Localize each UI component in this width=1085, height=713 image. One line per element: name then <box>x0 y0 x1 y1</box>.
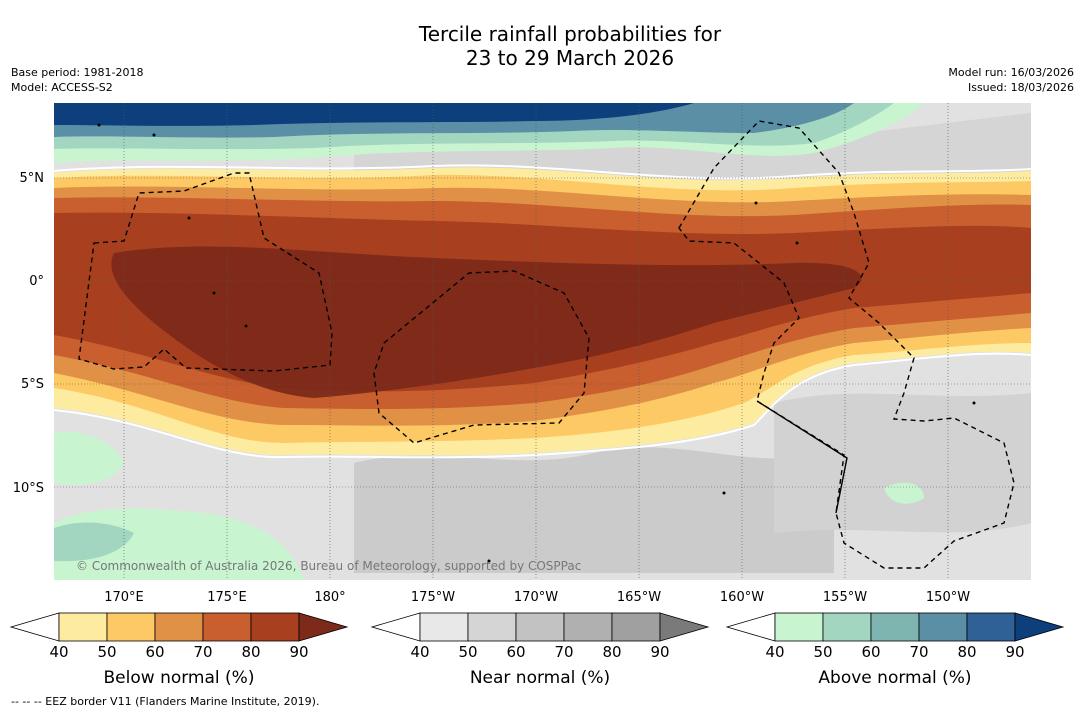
colorbar-segment <box>918 612 968 642</box>
colorbar-segment <box>515 612 565 642</box>
eez-borders <box>78 120 1015 569</box>
contour-line <box>54 352 1031 459</box>
lon-label-160w: 160°W <box>719 590 765 605</box>
cb0-tick-50: 50 <box>97 643 117 661</box>
island <box>212 291 216 295</box>
colorbar-segment <box>202 612 252 642</box>
island <box>972 401 976 405</box>
colorbar-segment <box>611 612 661 642</box>
contour-line <box>54 164 1031 180</box>
eez-border-kiribati-line-islands <box>678 120 1015 569</box>
cb1-tick-80: 80 <box>602 643 622 661</box>
cb1-tick-70: 70 <box>554 643 574 661</box>
island <box>754 201 758 205</box>
colorbar-above-normal <box>725 612 1065 642</box>
cb2-tick-60: 60 <box>861 643 881 661</box>
eez-footnote: -- -- -- EEZ border V11 (Flanders Marine… <box>11 695 320 708</box>
cb0-tick-90: 90 <box>289 643 309 661</box>
cb2-tick-90: 90 <box>1005 643 1025 661</box>
lon-label-175e: 175°E <box>207 590 247 605</box>
colorbar-segment <box>563 612 613 642</box>
colorbar-title-below-normal: Below normal (%) <box>103 668 255 688</box>
colorbar-segment <box>106 612 156 642</box>
cb2-tick-70: 70 <box>909 643 929 661</box>
island <box>187 216 191 220</box>
lon-label-150w: 150°W <box>925 590 971 605</box>
rainfall-probability-map <box>54 103 1031 580</box>
colorbar-segment <box>774 612 824 642</box>
cb1-tick-50: 50 <box>458 643 478 661</box>
lon-label-170e: 170°E <box>104 590 144 605</box>
cb0-tick-60: 60 <box>145 643 165 661</box>
island <box>244 324 248 328</box>
copyright-notice: © Commonwealth of Australia 2026, Bureau… <box>76 559 582 573</box>
colorbar-segment <box>966 612 1016 642</box>
colorbar-segment <box>154 612 204 642</box>
colorbar-over-arrow <box>659 612 710 642</box>
colorbar-segment <box>58 612 108 642</box>
islands <box>97 123 976 563</box>
colorbar-segment <box>467 612 517 642</box>
island <box>97 123 101 127</box>
lat-label-5n: 5°N <box>19 171 45 186</box>
cb1-tick-40: 40 <box>410 643 430 661</box>
cb0-tick-80: 80 <box>241 643 261 661</box>
issued-date: Issued: 18/03/2026 <box>967 81 1074 94</box>
below-normal-90 <box>111 246 862 398</box>
model-run-date: Model run: 16/03/2026 <box>948 66 1074 79</box>
cb2-tick-50: 50 <box>813 643 833 661</box>
colorbar-under-arrow <box>9 612 60 642</box>
cb1-tick-60: 60 <box>506 643 526 661</box>
lon-label-165w: 165°W <box>616 590 662 605</box>
lat-label-10s: 10°S <box>12 481 44 496</box>
meta-left: Base period: 1981-2018 Model: ACCESS-S2 <box>11 65 143 95</box>
colorbar-under-arrow <box>725 612 776 642</box>
above-normal-w-patch <box>54 431 124 485</box>
island <box>487 559 491 563</box>
near-normal-patch <box>354 447 834 573</box>
island <box>722 491 726 495</box>
colorbar-segment <box>870 612 920 642</box>
colorbars-svg <box>9 612 1065 642</box>
cb0-tick-70: 70 <box>193 643 213 661</box>
island <box>795 241 799 245</box>
graticule <box>54 103 1031 580</box>
map-svg <box>54 103 1031 580</box>
near-normal-patch <box>774 393 1031 533</box>
colorbar-segment <box>419 612 469 642</box>
colorbar-below-normal <box>9 612 349 642</box>
title-line-1: Tercile rainfall probabilities for <box>418 22 722 46</box>
lon-label-155w: 155°W <box>822 590 868 605</box>
colorbar-title-near-normal: Near normal (%) <box>469 668 611 688</box>
eez-border-tuvalu <box>78 172 333 372</box>
colorbar-segment <box>822 612 872 642</box>
cb0-tick-40: 40 <box>49 643 69 661</box>
lat-label-0: 0° <box>29 274 44 289</box>
above-normal-sw-core <box>54 522 134 562</box>
lat-label-5s: 5°S <box>20 377 44 392</box>
colorbar-over-arrow <box>1014 612 1065 642</box>
model-name: Model: ACCESS-S2 <box>11 81 113 94</box>
meta-right: Model run: 16/03/2026 Issued: 18/03/2026 <box>948 65 1074 95</box>
colorbar-title-above-normal: Above normal (%) <box>818 668 972 688</box>
above-normal-north-90 <box>54 103 694 126</box>
eez-solid-border <box>756 400 848 514</box>
lon-label-180: 180° <box>314 590 346 605</box>
above-normal-e-patch <box>884 482 924 504</box>
cb1-tick-90: 90 <box>650 643 670 661</box>
eez-border-tokelau <box>373 270 590 444</box>
map-title: Tercile rainfall probabilities for 23 to… <box>0 22 1085 70</box>
cb2-tick-80: 80 <box>957 643 977 661</box>
island <box>152 133 156 137</box>
lon-label-175w: 175°W <box>410 590 456 605</box>
colorbar-segment <box>250 612 300 642</box>
colorbar-over-arrow <box>298 612 349 642</box>
title-line-2: 23 to 29 March 2026 <box>465 46 675 70</box>
colorbar-under-arrow <box>370 612 421 642</box>
lon-label-170w: 170°W <box>513 590 559 605</box>
base-period: Base period: 1981-2018 <box>11 66 144 79</box>
cb2-tick-40: 40 <box>765 643 785 661</box>
colorbar-near-normal <box>370 612 710 642</box>
